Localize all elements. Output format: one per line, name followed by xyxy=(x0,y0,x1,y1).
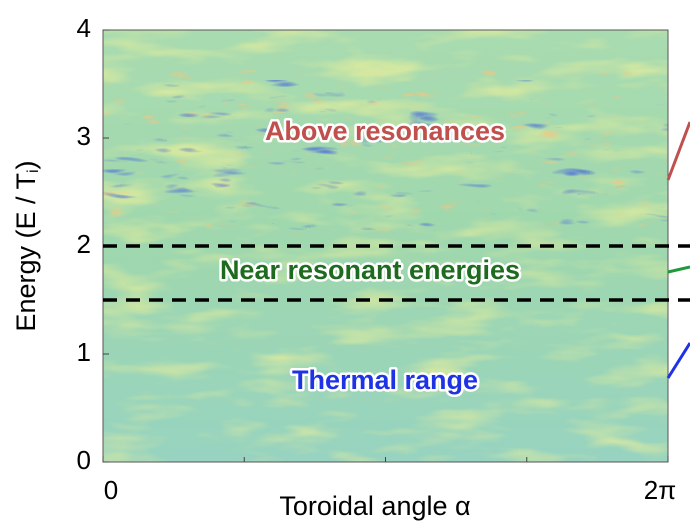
y-axis-label-part: ) xyxy=(11,160,41,169)
y-tick-label: 1 xyxy=(77,337,91,367)
x-tick-label: 0 xyxy=(104,475,118,505)
annotation: Above resonances xyxy=(265,116,505,146)
y-tick-label: 4 xyxy=(77,13,91,43)
x-tick-label: 2π xyxy=(644,475,676,505)
y-tick-label: 3 xyxy=(77,121,91,151)
annotation-connector xyxy=(667,265,690,274)
heatmap-texture xyxy=(103,80,668,230)
annotation: Thermal range xyxy=(292,365,478,395)
y-axis-label-part: Energy (E / T xyxy=(11,173,41,332)
x-axis-label: Toroidal angle α xyxy=(279,491,470,521)
y-axis-label: Energy (E / Ti) xyxy=(11,160,42,331)
y-tick-label: 2 xyxy=(77,229,91,259)
annotation-connector xyxy=(666,342,690,379)
y-axis-label-subscript: i xyxy=(25,169,42,173)
annotation: Near resonant energies xyxy=(220,255,520,285)
annotation-connector xyxy=(666,121,690,181)
y-tick-label: 0 xyxy=(77,445,91,475)
